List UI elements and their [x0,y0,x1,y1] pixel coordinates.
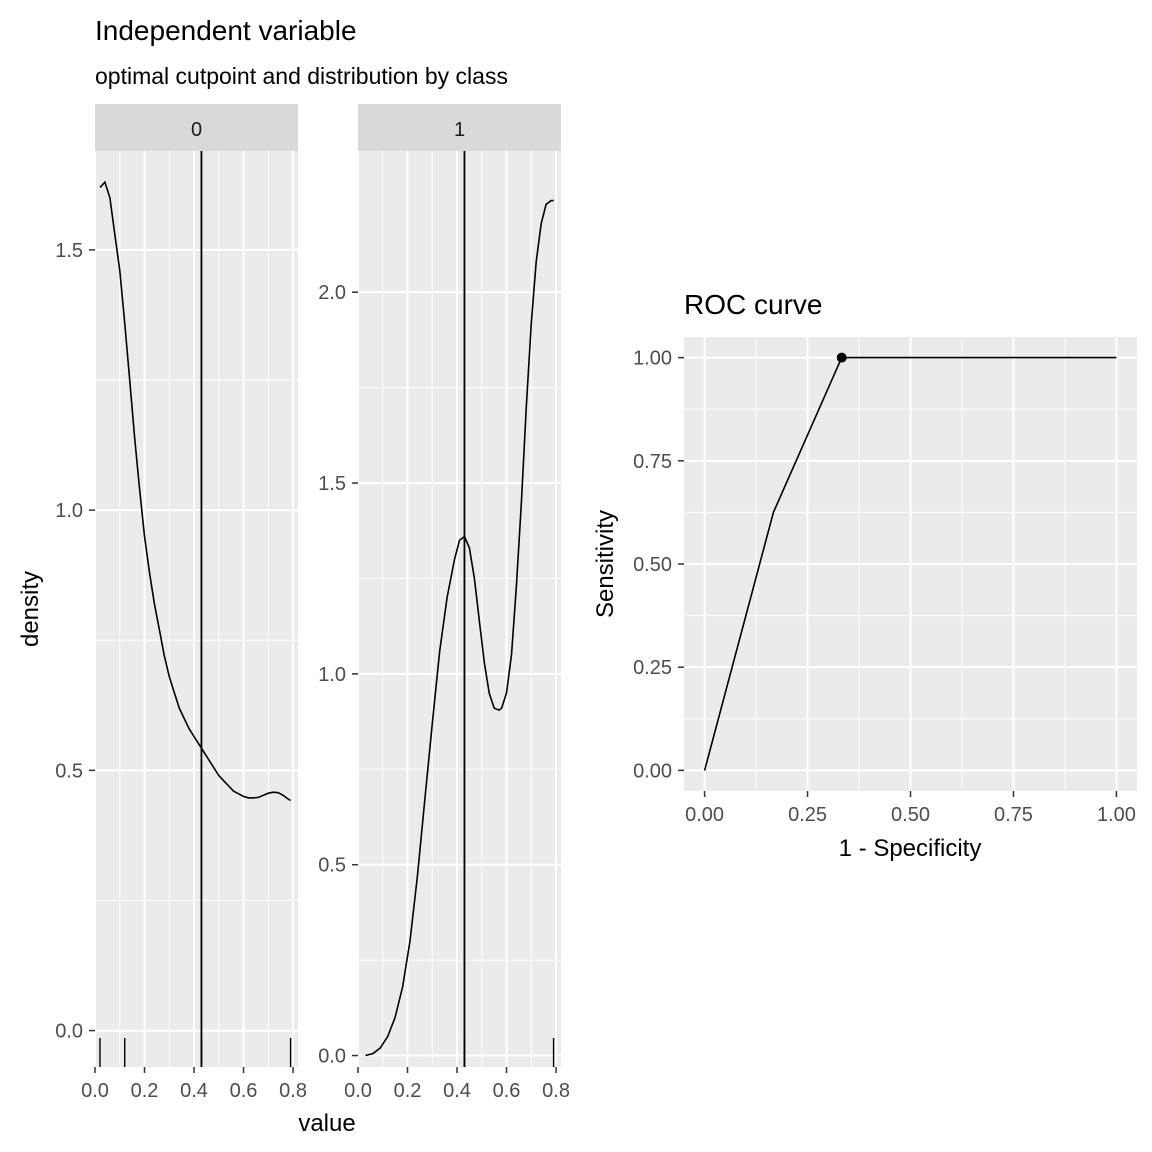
roc-panel: ROC curve 0.00 0.25 0.50 0.75 1.000.000.250.… [592,289,1137,862]
x-tick-label: 0.6 [493,1080,521,1102]
density-series [365,151,555,1067]
y-tick-label: 1.0 [55,500,83,522]
y-tick-label: 0.5 [55,760,83,782]
chart-title: Independent variable [95,15,357,46]
roc-series [703,352,1117,771]
y-tick-label: 0.25 [633,657,672,679]
x-tick-label: 0.0 [344,1080,372,1102]
x-tick-label: 0.75 [994,804,1033,826]
y-tick-label: 0.00 [633,760,672,782]
x-tick-label: 0.8 [279,1080,307,1102]
x-tick-label: 0.4 [443,1080,471,1102]
plot-panel [95,151,298,1067]
y-axis-title: density [17,571,44,647]
axis-ticks: 0.00 0.25 0.50 0.75 1.00 0.00 0.25 0.50 0.75 1.00 [633,348,1136,826]
facet-strip [358,104,561,151]
x-tick-label: 0.0 [81,1080,109,1102]
y-tick-label: 0.0 [55,1021,83,1043]
y-tick-label: 0.5 [318,855,346,877]
facet-strip [95,104,298,151]
x-tick-label: 0.00 [685,804,724,826]
y-tick-label: 0.50 [633,554,672,576]
roc-y-axis-title: Sensitivity [592,510,619,618]
gridlines [684,337,1137,791]
axis-ticks: 0.0 0.2 0.4 0.6 0.8 0.0 0.5 1.0 1.5 [55,240,307,1102]
density-curve [365,199,554,1057]
facet-strip-label: 0 [191,119,202,141]
x-axis-title: value [298,1110,355,1137]
roc-x-axis-title: 1 - Specificity [839,835,982,862]
density-series [99,151,292,1067]
gridlines [357,151,561,1067]
y-tick-label: 0.0 [318,1046,346,1068]
x-tick-label: 1.00 [1097,804,1136,826]
x-tick-label: 0.6 [230,1080,258,1102]
axis-ticks: 0.0 0.2 0.4 0.6 0.8 0.0 0.5 1.0 1.5 2.0 [318,282,570,1102]
roc-curve [703,356,1117,771]
y-tick-label: 1.5 [318,473,346,495]
y-tick-label: 2.0 [318,282,346,304]
roc-title: ROC curve [684,289,822,320]
x-tick-label: 0.8 [542,1080,570,1102]
plot-panel [358,151,561,1067]
y-tick-label: 1.0 [318,664,346,686]
x-tick-label: 0.4 [180,1080,208,1102]
x-tick-label: 0.25 [788,804,827,826]
density-curve [99,180,292,802]
y-tick-label: 0.75 [633,451,672,473]
optimal-cutpoint-marker [836,352,847,363]
y-tick-label: 1.00 [633,348,672,370]
facet-strip-label: 1 [454,119,465,141]
facet-panel-class-1: 1 0.0 0.2 0.4 0.6 0.8 0.0 0.5 1.0 1.5 2.0 [318,104,570,1102]
x-tick-label: 0.50 [891,804,930,826]
chart-subtitle: optimal cutpoint and distribution by cla… [95,63,508,89]
x-tick-label: 0.2 [394,1080,422,1102]
y-tick-label: 1.5 [55,240,83,262]
facet-panel-class-0: 0 0.0 0.2 0.4 0.6 0.8 0.0 0.5 1.0 1.5 [55,104,307,1102]
gridlines [94,151,298,1067]
x-tick-label: 0.2 [131,1080,159,1102]
